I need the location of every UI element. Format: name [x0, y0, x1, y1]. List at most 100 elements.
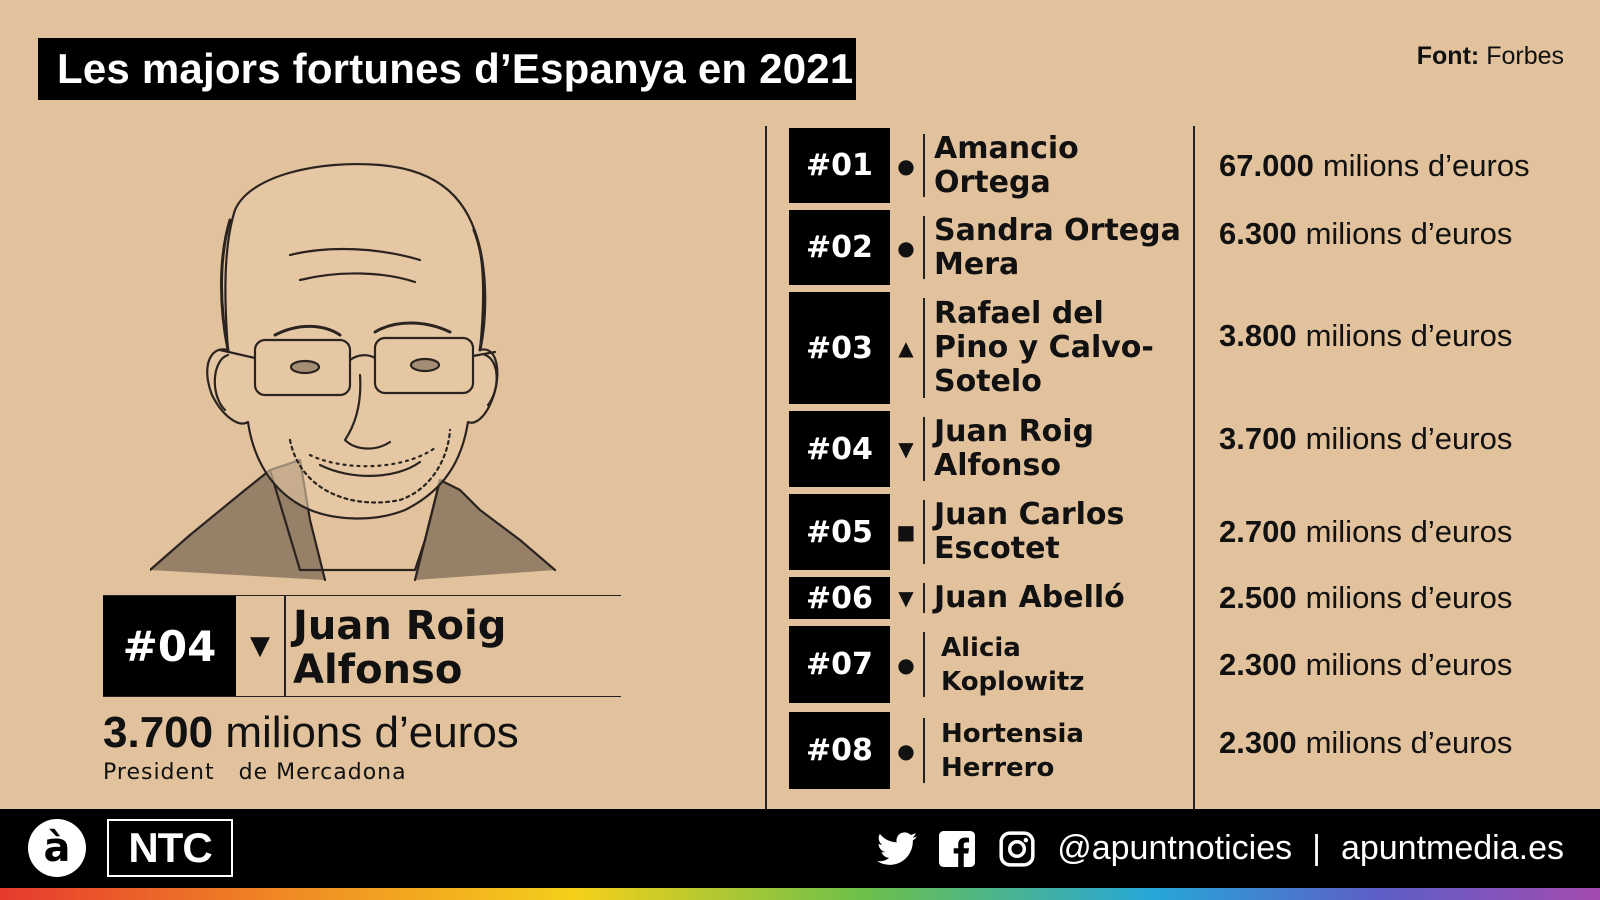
featured-value-unit: milions d’euros	[225, 708, 519, 757]
value-unit: milions d’euros	[1305, 646, 1513, 682]
trend-stable-icon: ●	[897, 153, 915, 178]
ranking-value: 3.700 milions d’euros	[1219, 411, 1512, 467]
ranking-rank: #03	[789, 292, 890, 404]
name-line: Rafael del	[934, 296, 1104, 331]
value-number: 3.700	[1219, 421, 1297, 456]
ranking-value: 6.300 milions d’euros	[1219, 210, 1512, 258]
footer-bar: à NTC @apuntnoticies | apuntmedia.es	[0, 809, 1600, 888]
name-line: Hortensia	[941, 718, 1084, 749]
twitter-icon[interactable]	[877, 829, 918, 869]
name-line: Herrero	[941, 752, 1055, 783]
ranking-name: Amancio Ortega	[934, 128, 1189, 203]
divider-right	[1193, 126, 1195, 809]
row-separator	[923, 417, 925, 481]
trend-unchanged-icon: ■	[896, 520, 916, 544]
apunt-logo[interactable]: à	[28, 819, 86, 877]
page-title: Les majors fortunes d’Espanya en 2021	[57, 45, 854, 92]
row-separator	[923, 134, 925, 197]
website-link[interactable]: apuntmedia.es	[1340, 829, 1564, 867]
value-number: 67.000	[1219, 147, 1314, 183]
name-line: Sandra Ortega	[934, 212, 1181, 248]
divider-left	[765, 126, 767, 809]
ranking-name: Juan Roig Alfonso	[934, 411, 1189, 487]
ranking-value: 2.500 milions d’euros	[1219, 577, 1512, 619]
ranking-row-07: #07 ● Alicia Koplowitz 2.300 milions d’eur…	[789, 626, 1579, 703]
featured-rank: #04	[103, 596, 236, 696]
name-line: Escotet	[934, 531, 1060, 566]
trend-down-icon: ▼	[898, 437, 914, 461]
source-credit: Font: Forbes	[1417, 42, 1564, 71]
value-unit: milions d’euros	[1305, 421, 1513, 456]
name-line: Amancio	[934, 130, 1079, 166]
trend-up-icon: ▲	[898, 336, 914, 360]
ranking-value: 3.800 milions d’euros	[1219, 292, 1512, 380]
featured-name-line1: Juan Roig	[293, 603, 507, 649]
value-unit: milions d’euros	[1305, 514, 1513, 549]
ranking-name: Sandra Ortega Mera	[934, 210, 1189, 285]
featured-entry: #04 ▼ Juan Roig Alfonso	[103, 595, 621, 697]
featured-separator	[284, 596, 286, 696]
trend-stable-icon: ●	[897, 235, 915, 260]
ranking-row-04: #04 ▼ Juan Roig Alfonso 3.700 milions d’eu…	[789, 411, 1579, 487]
ranking-rank: #05	[789, 494, 890, 570]
portrait-illustration	[150, 162, 557, 582]
value-number: 6.300	[1219, 216, 1297, 251]
featured-name: Juan Roig Alfonso	[293, 604, 506, 692]
ranking-value: 2.300 milions d’euros	[1219, 712, 1512, 774]
name-line: Koplowitz	[941, 666, 1085, 697]
ranking-value: 2.700 milions d’euros	[1219, 494, 1512, 570]
value-unit: milions d’euros	[1305, 580, 1513, 615]
value-number: 2.700	[1219, 514, 1297, 549]
featured-name-line2: Alfonso	[293, 647, 463, 693]
ranking-value: 2.300 milions d’euros	[1219, 626, 1512, 703]
row-separator	[923, 583, 925, 613]
ranking-rank: #06	[789, 577, 890, 619]
ranking-name: Alicia Koplowitz	[941, 626, 1196, 703]
ranking-row-02: #02 ● Sandra Ortega Mera 6.300 milions d’e…	[789, 210, 1579, 285]
instagram-icon[interactable]	[997, 829, 1037, 869]
name-line: Juan Carlos	[934, 497, 1125, 532]
ranking-row-05: #05 ■ Juan Carlos Escotet 2.700 milions d’…	[789, 494, 1579, 570]
name-line: Ortega	[934, 164, 1051, 200]
ranking-row-01: #01 ● Amancio Ortega 67.000 milions d’euro…	[789, 128, 1579, 203]
source-value: Forbes	[1486, 42, 1564, 70]
ranking-name: Juan Carlos Escotet	[934, 494, 1189, 570]
ranking-name: Rafael del Pino y Calvo- Sotelo	[934, 292, 1189, 404]
featured-value: 3.700 milions d’euros	[103, 708, 519, 758]
name-line: Alfonso	[934, 448, 1061, 483]
ranking-rank: #01	[789, 128, 890, 203]
ranking-rank: #07	[789, 626, 890, 703]
ranking-value: 67.000 milions d’euros	[1219, 128, 1530, 203]
ranking-rank: #02	[789, 210, 890, 285]
facebook-icon[interactable]	[937, 829, 977, 869]
name-line: Mera	[934, 246, 1020, 282]
trend-down-icon: ▼	[250, 631, 270, 661]
ranking-name: Hortensia Herrero	[941, 712, 1196, 789]
title-banner: Les majors fortunes d’Espanya en 2021	[38, 38, 856, 100]
social-handle[interactable]: @apuntnoticies	[1057, 829, 1293, 867]
social-links: @apuntnoticies | apuntmedia.es	[877, 809, 1564, 888]
value-unit: milions d’euros	[1305, 216, 1513, 251]
ranking-row-08: #08 ● Hortensia Herrero 2.300 milions d’eu…	[789, 712, 1579, 789]
trend-stable-icon: ●	[897, 652, 915, 677]
name-line: Juan Roig	[934, 414, 1095, 449]
name-line: Pino y Calvo-	[934, 330, 1154, 365]
value-number: 3.800	[1219, 318, 1297, 353]
row-separator	[923, 216, 925, 279]
ntc-logo[interactable]: NTC	[107, 819, 233, 877]
featured-role: President de Mercadona	[103, 760, 407, 785]
name-line: Sotelo	[934, 364, 1042, 399]
row-separator	[923, 632, 925, 697]
value-unit: milions d’euros	[1305, 318, 1513, 353]
source-label: Font:	[1416, 42, 1480, 70]
name-line: Alicia	[941, 632, 1021, 663]
value-number: 2.300	[1219, 725, 1297, 760]
value-number: 2.500	[1219, 580, 1297, 615]
value-unit: milions d’euros	[1322, 147, 1530, 183]
featured-value-number: 3.700	[103, 708, 214, 757]
rainbow-stripe	[0, 888, 1600, 900]
row-separator	[923, 500, 925, 564]
row-separator	[923, 718, 925, 783]
value-unit: milions d’euros	[1305, 725, 1513, 760]
ranking-rank: #08	[789, 712, 890, 789]
